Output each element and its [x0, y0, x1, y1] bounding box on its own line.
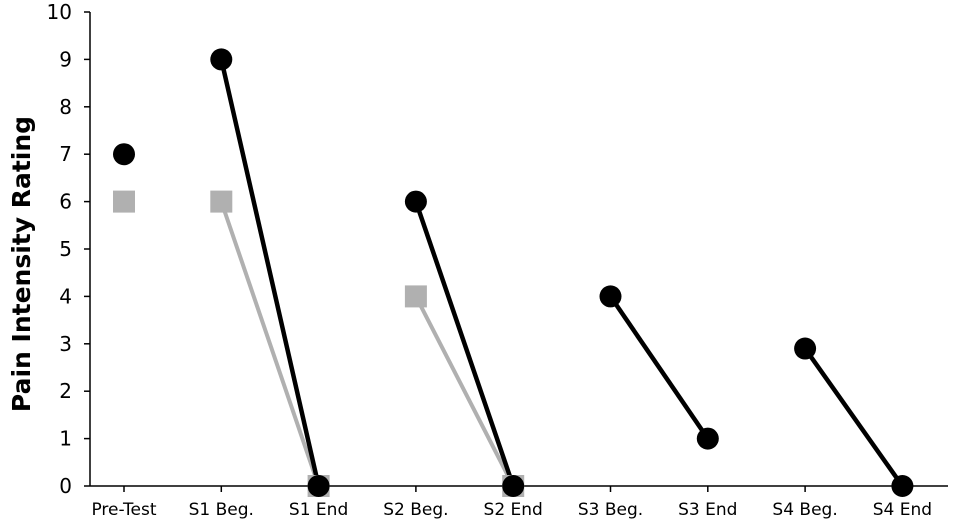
series-0-segment-0	[219, 58, 321, 487]
y-tick-label-10: 10	[47, 0, 72, 24]
x-tick-label-6: S3 End	[678, 500, 737, 520]
x-tick-label-1: S1 Beg.	[189, 500, 254, 520]
series-0-point-2	[307, 475, 330, 497]
y-tick-label-0: 0	[59, 474, 72, 498]
x-tick-label-7: S4 Beg.	[772, 500, 837, 520]
series-markers	[113, 48, 914, 497]
series-1-segment-1	[414, 295, 515, 487]
series-1-point-3	[404, 285, 427, 308]
x-tick-label-8: S4 End	[873, 500, 932, 520]
y-tick-label-6: 6	[59, 190, 72, 214]
x-tick-label-4: S2 End	[484, 500, 543, 520]
series-0-segment-2	[608, 295, 710, 440]
axes: 0 1 2 3 4 5 6 7 8 9 10 Pre-Test S1 Beg. S1 End S2 Beg.…	[47, 0, 948, 520]
series-0-point-5	[599, 285, 622, 308]
series-0-point-4	[502, 475, 525, 497]
series-0-segment-1	[413, 200, 516, 487]
x-tick-label-0: Pre-Test	[91, 500, 156, 520]
series-1-point-0	[113, 190, 135, 213]
series-1-point-1	[210, 190, 233, 213]
series-0-point-6	[696, 427, 719, 450]
x-tick-label-2: S1 End	[289, 500, 348, 520]
series-0-point-0	[113, 143, 135, 166]
series-1-segment-0	[219, 200, 321, 487]
series-0-point-8	[891, 475, 914, 497]
series-0-point-7	[794, 337, 817, 360]
series-lines	[219, 58, 905, 488]
series-0-point-1	[210, 48, 233, 71]
y-tick-label-5: 5	[59, 237, 72, 261]
y-tick-label-1: 1	[59, 427, 72, 451]
series-0-segment-3	[803, 347, 905, 488]
y-tick-label-4: 4	[59, 284, 72, 308]
x-tick-label-3: S2 Beg.	[383, 500, 448, 520]
y-tick-label-2: 2	[59, 379, 72, 403]
x-tick-label-5: S3 Beg.	[578, 500, 643, 520]
y-tick-label-7: 7	[59, 142, 72, 166]
y-tick-label-3: 3	[59, 332, 72, 356]
y-axis-title: Pain Intensity Rating	[7, 116, 36, 412]
y-tick-label-9: 9	[59, 47, 72, 71]
y-tick-label-8: 8	[59, 95, 72, 119]
series-0-point-3	[404, 190, 427, 213]
